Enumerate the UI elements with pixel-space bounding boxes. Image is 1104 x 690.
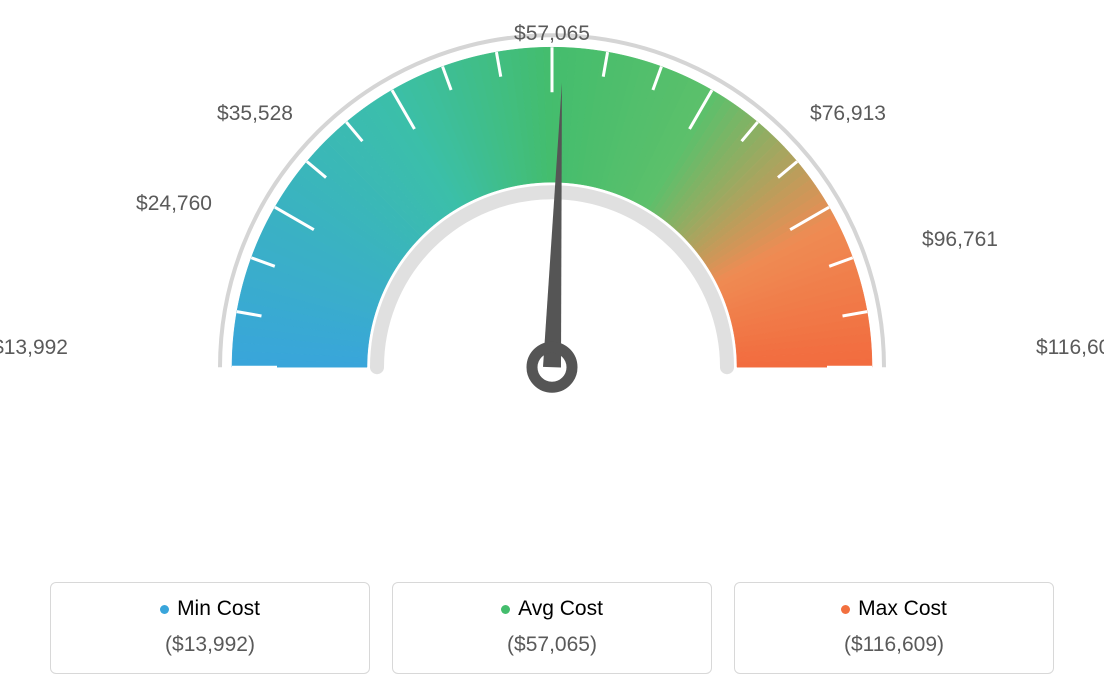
gauge-chart: $13,992 $24,760 $35,528 $57,065 $76,913 $96,7… <box>0 0 1104 560</box>
dot-max <box>841 605 850 614</box>
gauge-tick-label: $24,760 <box>136 192 212 216</box>
legend-min-label: Min Cost <box>177 597 260 621</box>
gauge-tick-label: $116,609 <box>1036 336 1104 360</box>
legend-min: Min Cost ($13,992) <box>50 582 370 674</box>
gauge-tick-label: $96,761 <box>922 228 998 252</box>
gauge-tick-label: $76,913 <box>810 102 886 126</box>
gauge-svg <box>0 7 1104 627</box>
legend-avg-label: Avg Cost <box>518 597 603 621</box>
dot-min <box>160 605 169 614</box>
legend-row: Min Cost ($13,992) Avg Cost ($57,065) Ma… <box>0 582 1104 674</box>
legend-max: Max Cost ($116,609) <box>734 582 1054 674</box>
legend-max-value: ($116,609) <box>735 633 1053 657</box>
gauge-tick-label: $35,528 <box>217 102 293 126</box>
legend-avg-value: ($57,065) <box>393 633 711 657</box>
legend-max-label: Max Cost <box>858 597 947 621</box>
legend-min-value: ($13,992) <box>51 633 369 657</box>
gauge-tick-label: $57,065 <box>514 22 590 46</box>
dot-avg <box>501 605 510 614</box>
gauge-tick-label: $13,992 <box>0 336 68 360</box>
legend-avg: Avg Cost ($57,065) <box>392 582 712 674</box>
